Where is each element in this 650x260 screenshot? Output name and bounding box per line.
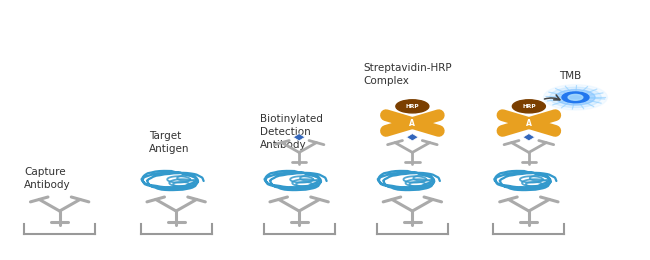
Text: HRP: HRP bbox=[406, 104, 419, 109]
Text: Capture
Antibody: Capture Antibody bbox=[24, 167, 71, 190]
Text: HRP: HRP bbox=[522, 104, 536, 109]
Circle shape bbox=[550, 87, 601, 108]
Circle shape bbox=[396, 100, 429, 113]
Polygon shape bbox=[406, 134, 418, 141]
Text: A: A bbox=[526, 119, 532, 128]
Circle shape bbox=[568, 94, 583, 100]
Circle shape bbox=[512, 100, 545, 113]
Text: A: A bbox=[410, 119, 415, 128]
Circle shape bbox=[562, 92, 589, 103]
Text: TMB: TMB bbox=[558, 72, 581, 81]
Text: Streptavidin-HRP
Complex: Streptavidin-HRP Complex bbox=[364, 63, 452, 86]
Polygon shape bbox=[293, 134, 305, 141]
Circle shape bbox=[556, 89, 595, 105]
Circle shape bbox=[543, 84, 608, 110]
Text: Target
Antigen: Target Antigen bbox=[149, 131, 189, 154]
Polygon shape bbox=[523, 134, 535, 141]
Text: Biotinylated
Detection
Antibody: Biotinylated Detection Antibody bbox=[260, 114, 323, 150]
